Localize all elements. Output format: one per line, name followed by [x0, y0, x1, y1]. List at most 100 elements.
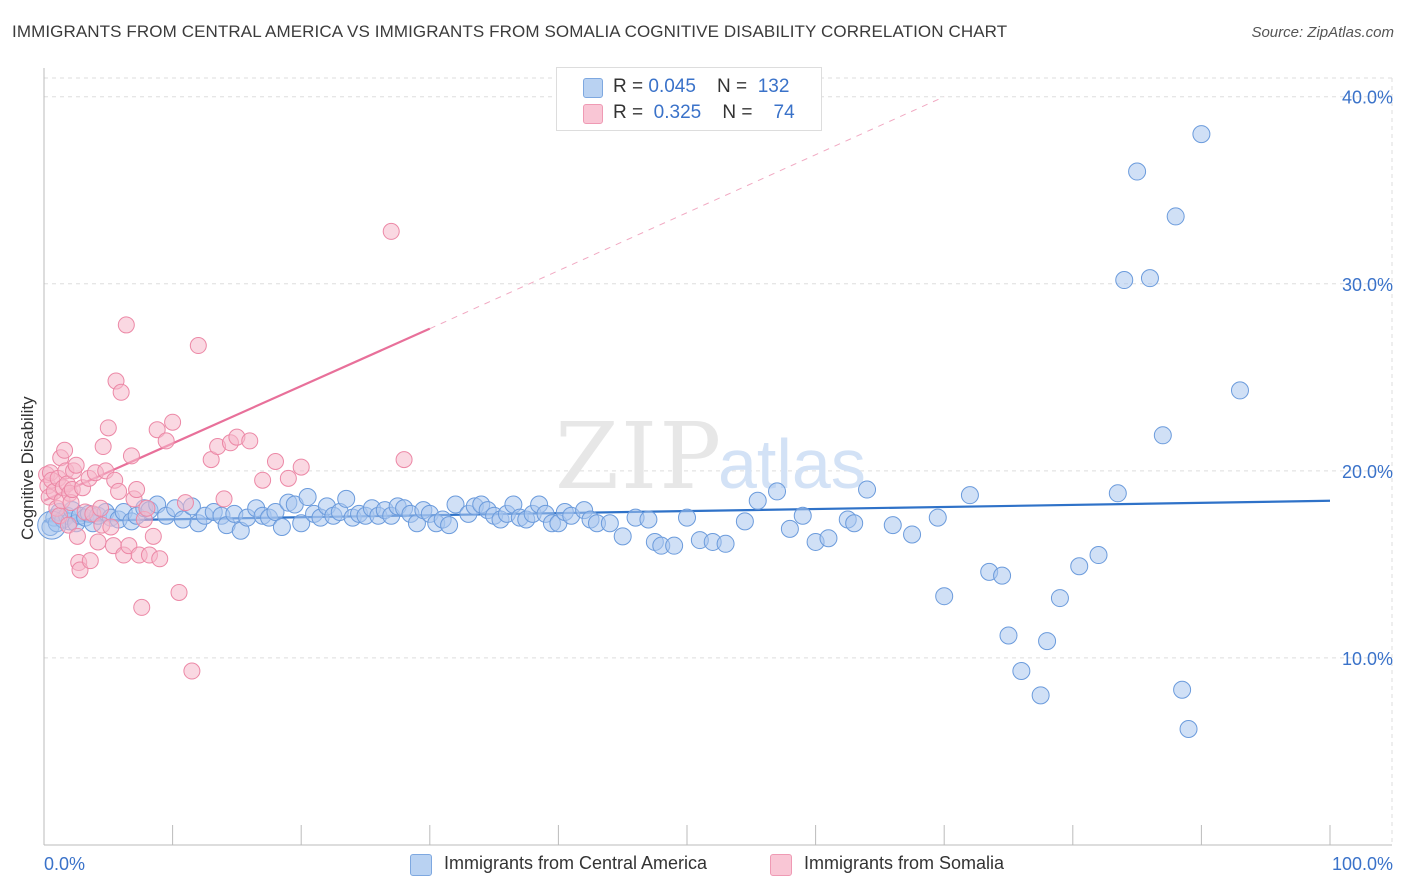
data-point-somalia: [59, 516, 77, 534]
data-point-somalia: [266, 453, 284, 470]
legend-n-label: N =: [722, 102, 758, 123]
data-point-central-america: [716, 534, 735, 553]
data-point-somalia: [170, 583, 188, 601]
data-point-central-america: [1140, 269, 1159, 288]
data-point-somalia: [157, 432, 175, 450]
bottom-legend-label: Immigrants from Somalia: [804, 853, 1005, 873]
legend-r-value: 0.045: [648, 76, 696, 97]
data-point-central-america: [993, 566, 1012, 585]
data-point-central-america: [819, 529, 838, 548]
legend-n-label: N =: [717, 76, 753, 97]
data-point-central-america: [600, 514, 619, 533]
data-point-somalia: [128, 481, 146, 499]
bottom-legend-swatch-blue: [410, 854, 432, 876]
data-point-somalia: [164, 413, 182, 431]
data-point-central-america: [999, 626, 1018, 645]
data-point-somalia: [138, 499, 156, 517]
data-point-central-america: [298, 488, 317, 507]
data-point-central-america: [1153, 426, 1172, 445]
watermark-atlas: atlas: [718, 425, 866, 503]
data-point-somalia: [382, 222, 400, 240]
data-point-somalia: [67, 456, 85, 474]
data-point-central-america: [1192, 125, 1211, 144]
legend-swatch-pink: [583, 104, 603, 124]
data-point-central-america: [960, 486, 979, 505]
data-point-central-america: [1115, 271, 1134, 290]
data-point-central-america: [1038, 632, 1057, 651]
data-point-somalia: [395, 451, 413, 469]
data-point-central-america: [639, 510, 658, 529]
bottom-legend-label: Immigrants from Central America: [444, 853, 708, 873]
legend-r-label: R =: [613, 76, 649, 97]
data-point-central-america: [883, 516, 902, 535]
data-point-central-america: [1179, 720, 1198, 739]
data-point-somalia: [133, 598, 151, 616]
data-point-somalia: [241, 432, 259, 450]
data-point-somalia: [94, 438, 112, 456]
data-point-central-america: [935, 587, 954, 606]
data-point-somalia: [151, 550, 169, 568]
data-point-central-america: [1230, 381, 1249, 400]
data-point-central-america: [440, 516, 459, 535]
watermark: ZIP atlas: [555, 403, 866, 510]
data-point-somalia: [102, 518, 120, 536]
source-label: Source: ZipAtlas.com: [1251, 24, 1394, 41]
legend-n-value: 74: [773, 102, 795, 123]
y-axis-label: Cognitive Disability: [18, 396, 37, 540]
data-point-central-america: [292, 514, 311, 533]
legend-swatch-blue: [583, 78, 603, 98]
y-tick-label: 10.0%: [1342, 649, 1393, 669]
data-point-central-america: [1031, 686, 1050, 705]
data-point-central-america: [272, 517, 291, 536]
data-point-somalia: [254, 471, 272, 489]
watermark-zip: ZIP: [555, 403, 723, 510]
data-point-somalia: [99, 419, 117, 437]
y-tick-label: 40.0%: [1342, 88, 1393, 108]
x-tick-label-min: 0.0%: [44, 854, 85, 874]
data-point-somalia: [189, 337, 207, 355]
data-point-somalia: [122, 447, 140, 465]
data-point-central-america: [1012, 662, 1031, 681]
data-point-central-america: [1070, 557, 1089, 576]
legend-r-label: R =: [613, 102, 649, 123]
chart-title: IMMIGRANTS FROM CENTRAL AMERICA VS IMMIG…: [12, 22, 1008, 41]
data-point-somalia: [112, 383, 130, 401]
stats-legend: R = 0.045 N = 132 R = 0.325 N = 74: [556, 67, 822, 131]
data-point-somalia: [183, 662, 201, 680]
data-point-somalia: [89, 533, 107, 551]
data-point-somalia: [117, 316, 135, 334]
data-point-central-america: [903, 525, 922, 544]
data-point-central-america: [845, 514, 864, 533]
tick-labels: 10.0% 20.0% 30.0% 40.0% 0.0% 100.0%: [44, 88, 1393, 874]
legend-n-value: 132: [757, 76, 790, 97]
axes: [43, 68, 1392, 846]
data-point-central-america: [858, 480, 877, 499]
data-point-somalia: [215, 490, 233, 508]
data-point-central-america: [1050, 589, 1069, 608]
data-point-somalia: [148, 421, 166, 439]
data-point-somalia: [176, 494, 194, 512]
data-point-central-america: [768, 482, 787, 501]
data-point-central-america: [337, 489, 356, 508]
y-tick-label: 20.0%: [1342, 462, 1393, 482]
data-point-somalia: [144, 527, 162, 545]
data-point-central-america: [748, 491, 767, 510]
data-point-central-america: [1173, 680, 1192, 699]
data-point-central-america: [446, 495, 465, 514]
data-point-central-america: [928, 508, 947, 527]
data-point-somalia: [92, 499, 110, 517]
data-point-central-america: [1089, 546, 1108, 565]
data-point-central-america: [665, 536, 684, 555]
y-tick-label: 30.0%: [1342, 275, 1393, 295]
data-point-central-america: [780, 519, 799, 538]
x-tick-label-max: 100.0%: [1332, 854, 1393, 874]
bottom-legend-swatch-pink: [770, 854, 792, 876]
data-point-central-america: [1166, 207, 1185, 226]
data-point-somalia: [292, 458, 310, 476]
data-point-somalia: [56, 441, 74, 459]
data-point-central-america: [735, 512, 754, 531]
legend-r-value: 0.325: [653, 102, 702, 123]
data-point-somalia: [110, 482, 128, 500]
data-point-somalia: [279, 469, 297, 487]
